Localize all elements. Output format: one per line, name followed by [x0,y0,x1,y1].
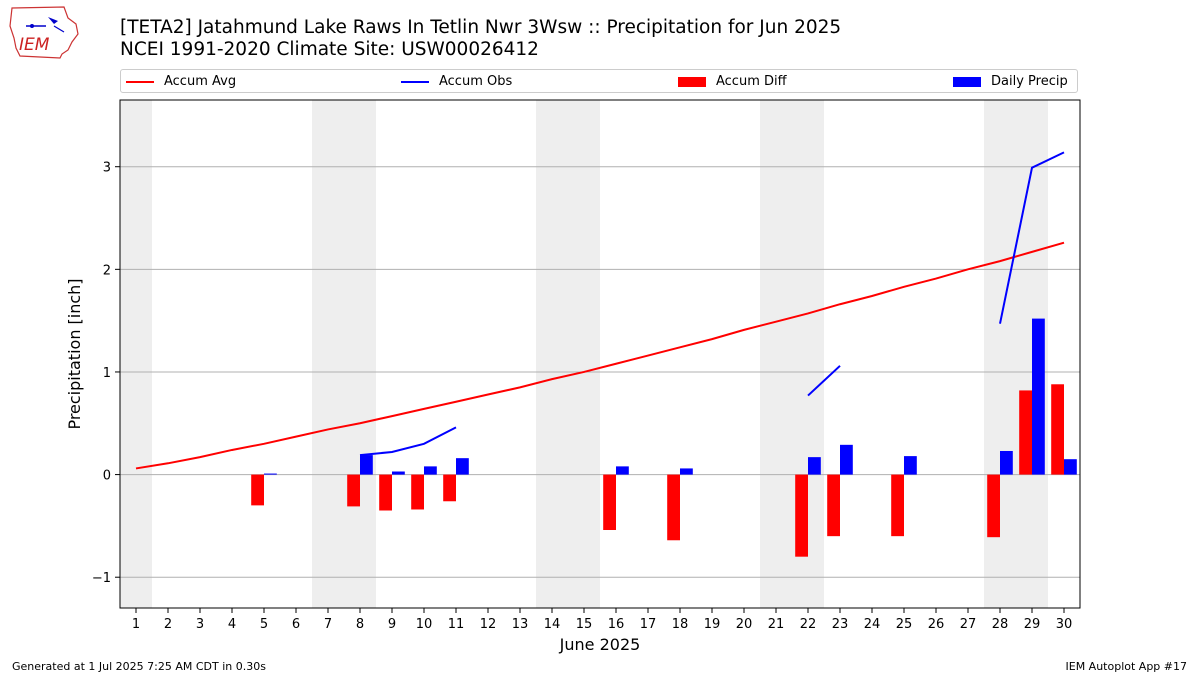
x-tick-label: 16 [608,617,625,632]
x-tick-label: 14 [544,617,561,632]
x-tick-label: 28 [992,617,1009,632]
daily-precip-bar [1032,318,1045,475]
iem-logo-graphic: IEM [9,6,79,59]
daily-precip-bar [456,458,469,475]
legend-label-accum-avg: Accum Avg [164,74,237,89]
logo-text: IEM [19,35,50,55]
chart-title: [TETA2] Jatahmund Lake Raws In Tetlin Nw… [120,17,841,61]
x-tick-label: 10 [416,617,433,632]
x-tick-label: 21 [768,617,785,632]
x-tick-label: 2 [164,617,172,632]
x-tick-label: 11 [448,617,465,632]
daily-precip-bar [616,466,629,475]
legend-swatch-daily-precip [953,77,981,87]
daily-precip-bar [680,468,693,475]
legend-swatch-accum-avg [126,81,154,83]
x-tick-label: 25 [896,617,913,632]
daily-precip-bar [904,456,917,475]
accum-diff-bar [667,474,680,541]
x-tick-label: 22 [800,617,817,632]
x-tick-label: 12 [480,617,497,632]
x-tick-label: 19 [704,617,721,632]
x-tick-label: 3 [196,617,204,632]
daily-precip-bar [808,457,821,475]
x-tick-label: 4 [228,617,236,632]
accum-diff-bar [347,474,360,507]
x-tick-label: 6 [292,617,300,632]
x-tick-label: 20 [736,617,753,632]
x-tick-label: 5 [260,617,268,632]
title-line-2: NCEI 1991-2020 Climate Site: USW00026412 [120,39,539,60]
x-tick-label: 27 [960,617,977,632]
legend-label-daily-precip: Daily Precip [991,74,1068,89]
legend-label-accum-diff: Accum Diff [716,74,787,89]
x-tick-label: 18 [672,617,689,632]
x-tick-label: 17 [640,617,657,632]
x-tick-label: 29 [1024,617,1041,632]
legend-swatch-accum-obs [401,81,429,83]
y-tick-label: 2 [103,263,111,278]
weekend-shade [120,100,152,608]
accum-diff-bar [603,474,616,531]
daily-precip-bar [424,466,437,475]
weekend-shade [312,100,376,608]
accum-diff-bar [251,474,264,506]
accum-diff-bar [1051,384,1064,475]
accum-diff-bar [411,474,424,510]
x-tick-label: 8 [356,617,364,632]
x-tick-label: 1 [132,617,140,632]
daily-precip-bar [360,455,373,475]
y-tick-label: 0 [103,469,111,484]
plot-frame [119,99,1081,609]
y-tick-label: −1 [92,571,111,586]
daily-precip-bar [264,473,277,475]
weekend-shade [760,100,824,608]
daily-precip-bar [1064,459,1077,475]
accum-obs-line [807,365,841,397]
daily-precip-bar [1000,450,1013,475]
x-tick-label: 23 [832,617,849,632]
title-line-1: [TETA2] Jatahmund Lake Raws In Tetlin Nw… [120,17,842,38]
x-axis-label: June 2025 [559,635,641,654]
weekend-shade [536,100,600,608]
accum-avg-line [135,241,1065,470]
y-tick-label: 3 [103,161,111,176]
autoplot-credit: IEM Autoplot App #17 [1065,660,1188,673]
generated-timestamp: Generated at 1 Jul 2025 7:25 AM CDT in 0… [12,660,266,673]
daily-precip-bar [840,444,853,475]
accum-diff-bar [795,474,808,557]
x-tick-label: 24 [864,617,881,632]
accum-obs-line [999,151,1065,324]
legend: Accum Avg Accum Obs Accum Diff Daily Pre… [120,69,1078,93]
daily-precip-bar [392,471,405,475]
accum-diff-bar [827,474,840,537]
legend-swatch-accum-diff [678,77,706,87]
y-axis-label: Precipitation [inch] [65,278,84,429]
x-tick-label: 15 [576,617,593,632]
y-tick-label: 1 [103,366,111,381]
accum-diff-bar [443,474,456,502]
accum-obs-line [359,426,457,457]
x-tick-label: 30 [1056,617,1073,632]
iem-logo: IEM [6,4,82,60]
x-tick-label: 9 [388,617,396,632]
x-tick-label: 7 [324,617,332,632]
accum-diff-bar [891,474,904,537]
x-tick-label: 26 [928,617,945,632]
accum-diff-bar [1019,390,1032,475]
legend-label-accum-obs: Accum Obs [439,74,513,89]
accum-diff-bar [987,474,1000,538]
x-tick-label: 13 [512,617,529,632]
accum-diff-bar [379,474,392,511]
